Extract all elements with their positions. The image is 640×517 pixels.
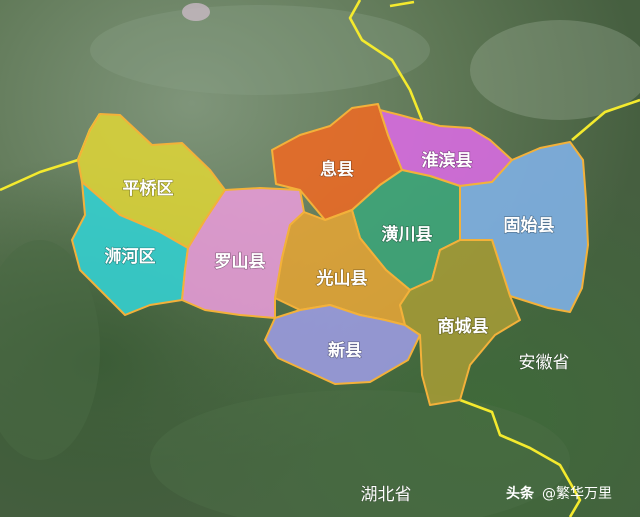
county-label-xixian: 息县: [320, 159, 354, 180]
county-label-huaibin: 淮滨县: [422, 150, 473, 171]
watermark-author: @繁华万里: [542, 486, 612, 502]
province-border-south: [459, 398, 582, 517]
terrain-patch-northeast: [470, 20, 640, 120]
terrain-patch-south: [150, 390, 570, 517]
province-label-hubei: 湖北省: [361, 485, 412, 505]
county-label-pingqiao: 平桥区: [123, 179, 174, 199]
county-label-guangshan: 光山县: [316, 268, 368, 289]
reservoir-lake: [182, 3, 210, 21]
terrain-patch-north: [90, 5, 430, 95]
province-border-top-edge: [389, 0, 415, 8]
county-shihe[interactable]: [71, 181, 189, 316]
county-label-xinxian: 新县: [328, 340, 362, 361]
watermark-source: 头条: [506, 485, 535, 502]
county-label-shangcheng: 商城县: [438, 316, 489, 337]
county-gushi[interactable]: [459, 141, 589, 313]
county-label-gushi: 固始县: [504, 215, 555, 236]
county-xinxian[interactable]: [264, 304, 421, 385]
county-label-huangchuan: 潢川县: [382, 224, 433, 245]
county-label-shihe: 浉河区: [105, 246, 156, 267]
county-shangcheng[interactable]: [399, 239, 521, 406]
province-border-east: [571, 98, 640, 141]
province-label-anhui: 安徽省: [519, 353, 570, 373]
terrain-patch-west: [0, 240, 100, 460]
county-label-luoshan: 罗山县: [215, 252, 266, 272]
province-border-north-east: [348, 0, 424, 121]
